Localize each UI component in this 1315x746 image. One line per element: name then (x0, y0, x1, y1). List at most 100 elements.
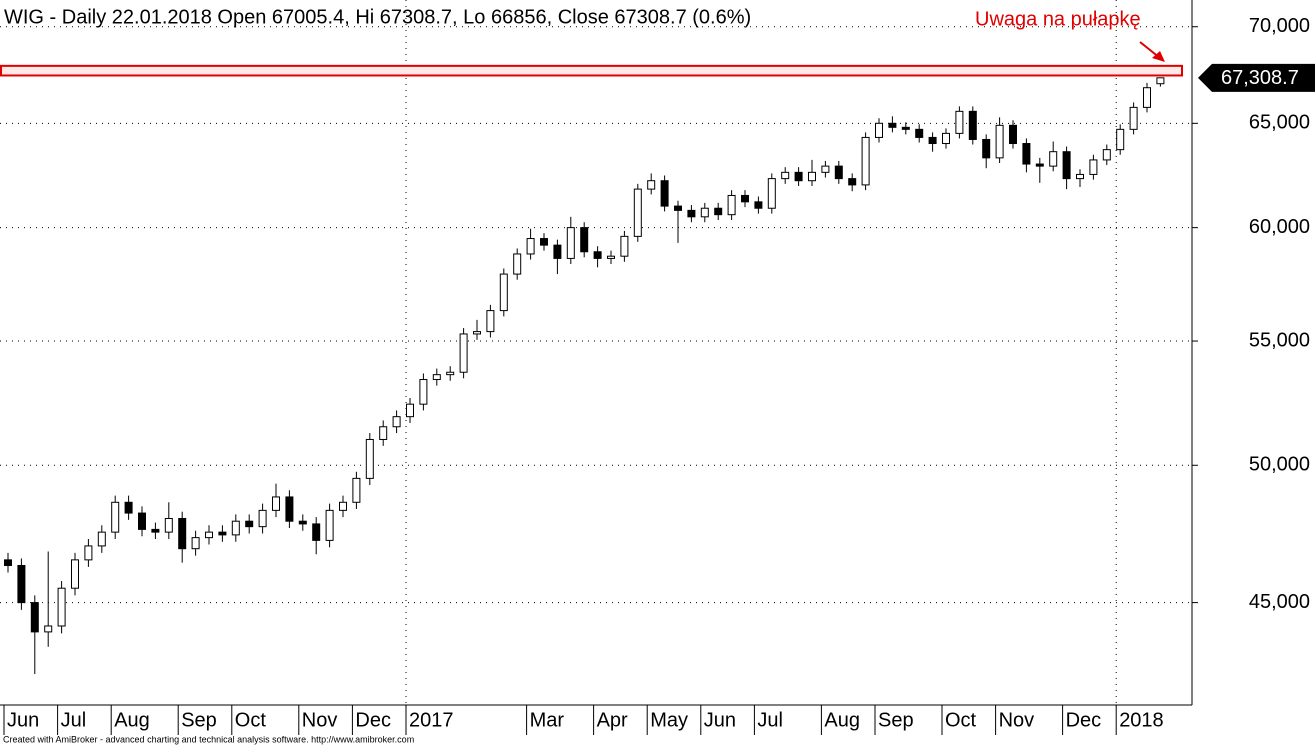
x-tick-label: Jun (7, 709, 39, 731)
candle-body (84, 545, 93, 561)
candle-body (392, 416, 401, 428)
candle-body (848, 178, 857, 186)
candle-body (821, 165, 830, 173)
candle-body (205, 531, 213, 539)
candle-body (44, 625, 53, 633)
candle-body (875, 122, 883, 138)
candle-body (352, 477, 361, 503)
candle-body (178, 517, 187, 550)
candle-body (325, 509, 334, 541)
candle-body (258, 509, 267, 528)
candle-body (942, 132, 950, 145)
candle-body (1102, 149, 1111, 161)
candle-body (1143, 87, 1151, 108)
candle-body (4, 559, 12, 566)
candle-body (727, 194, 736, 216)
x-tick-label: Jun (704, 709, 736, 731)
candle-body (754, 201, 763, 209)
candle-body (566, 227, 575, 259)
candle-body (57, 587, 66, 627)
candle-body (928, 136, 937, 145)
candle-body (593, 251, 602, 259)
candle-body (1035, 163, 1044, 167)
x-tick-label: Sep (878, 709, 914, 731)
x-tick-label: Mar (530, 709, 565, 731)
candle-body (17, 564, 26, 604)
candle-body (365, 438, 374, 479)
candle-body (298, 520, 307, 525)
candle-body (700, 207, 709, 218)
candle-body (124, 501, 133, 514)
price-marker (1198, 63, 1315, 92)
x-tick-label: Sep (181, 709, 217, 731)
candle-body (285, 496, 294, 522)
candle-body (674, 205, 682, 211)
y-tick-label: 65,000 (1249, 112, 1310, 134)
candle-body (473, 331, 481, 335)
candle-body (339, 501, 347, 511)
candle-body (901, 126, 910, 130)
candle-body (540, 238, 548, 246)
annotation-text: Uwaga na pułapkę (975, 8, 1141, 30)
candle-body (218, 531, 227, 536)
candle-body (191, 537, 200, 550)
candle-body (71, 559, 79, 589)
candle-body (379, 426, 388, 440)
candle-body (580, 227, 589, 253)
x-tick-label: Aug (824, 709, 860, 731)
candle-body (111, 501, 120, 533)
candle-body (995, 124, 1004, 159)
y-tick-label: 55,000 (1249, 329, 1310, 351)
candle-body (231, 520, 240, 536)
candle-body (1129, 106, 1138, 130)
candle-body (486, 310, 495, 333)
candle-body (781, 171, 790, 180)
candle-body (1089, 159, 1098, 175)
candle-body (714, 207, 723, 216)
candle-body (1116, 128, 1125, 151)
candle-body (1049, 151, 1058, 167)
y-tick-label: 60,000 (1249, 216, 1310, 238)
candle-body (687, 209, 696, 218)
annotation-arrowhead (1152, 51, 1165, 62)
candle-body (633, 188, 642, 237)
candle-body (955, 110, 964, 134)
candle-body (767, 178, 776, 209)
candle-body (607, 255, 615, 259)
y-tick-label: 45,000 (1249, 591, 1310, 613)
candle-body (151, 528, 160, 533)
candle-body (915, 128, 924, 138)
candle-body (30, 602, 39, 633)
candle-body (620, 235, 629, 257)
x-tick-label: Oct (235, 709, 267, 731)
candle-body (1062, 151, 1071, 180)
candle-body (272, 496, 280, 511)
candle-body (138, 512, 146, 530)
candles (4, 77, 1165, 675)
candle-body (1022, 143, 1031, 165)
candle-body (419, 379, 428, 405)
x-tick-label: Dec (1066, 709, 1102, 731)
candle-body (513, 253, 522, 275)
annotation-band (0, 64, 1183, 77)
candle-body (968, 110, 977, 140)
candle-body (741, 194, 749, 203)
x-tick-label: Jul (757, 709, 783, 731)
candle-body (1156, 77, 1165, 85)
x-tick-label: Nov (999, 709, 1035, 731)
candle-body (459, 333, 468, 373)
candle-body (660, 180, 669, 207)
candle-body (432, 374, 441, 381)
candle-body (1009, 124, 1017, 145)
candle-body (164, 517, 173, 533)
y-tick-label: 70,000 (1249, 15, 1310, 37)
candle-body (888, 122, 897, 128)
candle-body (1076, 173, 1084, 180)
candle-body (794, 171, 803, 182)
candle-body (499, 273, 508, 312)
candle-body (861, 136, 870, 186)
candle-body (406, 403, 414, 418)
x-tick-label: Nov (302, 709, 338, 731)
